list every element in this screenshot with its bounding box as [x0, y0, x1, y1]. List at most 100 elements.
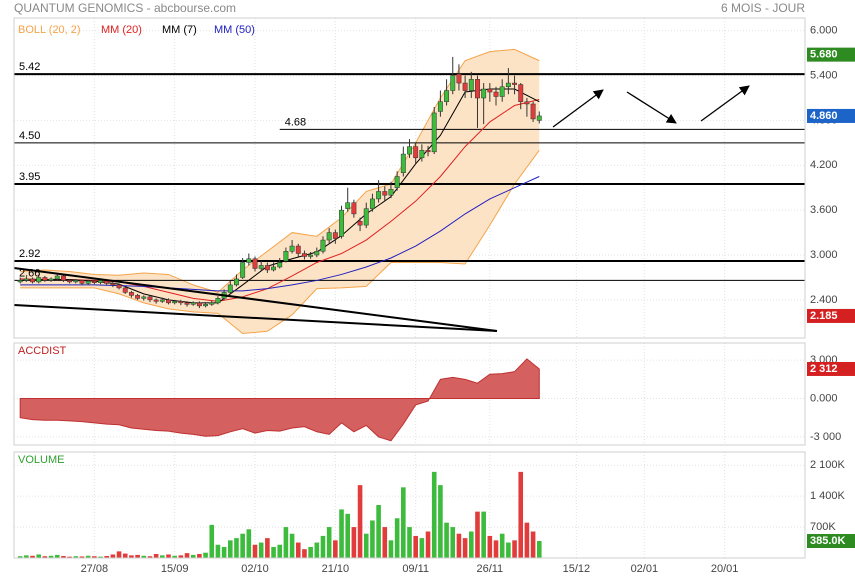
volume-bar: [401, 487, 406, 558]
volume-bar: [141, 555, 147, 558]
candle-body: [431, 112, 437, 153]
accdist-area: [19, 358, 540, 442]
level-label: 2.66: [19, 267, 40, 279]
candle-body: [283, 251, 289, 262]
accdist-frame: [13, 342, 806, 446]
candle-body: [505, 82, 511, 88]
candle-body: [73, 280, 79, 283]
volume-bar: [42, 556, 48, 558]
candle-body: [110, 283, 116, 286]
volume-bar: [481, 511, 486, 558]
volume-bar: [61, 556, 66, 558]
candle-body: [252, 258, 258, 269]
volume-bar: [506, 542, 511, 558]
volume-bar: [265, 538, 270, 558]
candle-body: [122, 287, 128, 293]
y-tick-label: 2 100K: [810, 459, 846, 471]
level-label: 4.50: [19, 130, 40, 142]
candle-body: [30, 278, 35, 283]
volume-bar: [468, 531, 474, 558]
y-tick-label: 700K: [810, 521, 836, 533]
volume-bar: [536, 540, 542, 558]
candle-body: [468, 79, 474, 91]
candle-body: [190, 302, 196, 305]
candle-body: [246, 258, 252, 263]
volume-bar: [388, 540, 394, 558]
candle-body: [172, 301, 178, 304]
volume-bar: [153, 554, 159, 558]
volume-bar: [382, 527, 388, 558]
candle-body: [98, 280, 103, 283]
candle-body: [357, 221, 363, 226]
volume-bar: [246, 529, 252, 558]
y-tick-label: 2.400: [810, 294, 838, 306]
legend-entry: MM (20): [101, 24, 142, 36]
value-box-label: 2.185: [810, 310, 838, 322]
level-label: 2.92: [19, 248, 40, 260]
volume-bar: [252, 544, 258, 558]
candle-body: [388, 188, 394, 196]
volume-bar: [444, 522, 449, 558]
volume-bar: [240, 533, 245, 558]
x-tick-label: 15/12: [563, 563, 591, 575]
candle-body: [530, 103, 536, 120]
volume-bar: [271, 546, 276, 558]
arrow: [700, 85, 750, 122]
volume-bar: [129, 555, 134, 558]
volume-bar: [209, 524, 215, 558]
candle-body: [382, 191, 388, 196]
volume-bar: [178, 555, 184, 558]
x-tick-label: 27/08: [81, 563, 109, 575]
volume-bar: [283, 527, 289, 558]
candle-body: [128, 292, 134, 296]
volume-bar: [326, 527, 332, 558]
volume-bar: [357, 485, 363, 558]
candle-body: [394, 176, 400, 188]
candle-body: [320, 239, 326, 252]
trend-lines: [13, 85, 750, 332]
y-tick-label: -3 000: [810, 431, 841, 443]
volume-bar: [289, 533, 295, 558]
volume-bar: [431, 471, 437, 558]
candle-body: [91, 280, 97, 283]
volume-bar: [110, 554, 116, 558]
candle-body: [42, 277, 48, 281]
volume-bar: [147, 556, 153, 558]
candle-body: [326, 232, 332, 241]
volume-bar: [333, 540, 338, 558]
volume-bar: [98, 556, 103, 558]
legend-entry: MM (7): [162, 24, 197, 36]
volume-bar: [122, 553, 128, 558]
candle-body: [23, 278, 29, 281]
candle-body: [184, 302, 190, 305]
candle-body: [481, 88, 487, 99]
volume-bar: [339, 509, 344, 558]
volume-bar: [456, 533, 462, 558]
candle-body: [425, 150, 431, 153]
value-box: [807, 361, 855, 376]
candle-body: [271, 266, 276, 271]
volume-bar: [184, 553, 190, 558]
candle-body: [116, 284, 122, 289]
x-tick-label: 21/10: [322, 563, 350, 575]
candle-body: [345, 202, 351, 209]
volume-bar: [308, 546, 313, 558]
y-tick-label: 3.600: [810, 204, 838, 216]
volume-bar: [160, 555, 165, 558]
candle-body: [178, 301, 184, 304]
candle-body: [524, 101, 530, 105]
candle-body: [450, 75, 456, 91]
value-box-label: 2 312: [810, 363, 838, 375]
volume-bar: [92, 556, 97, 558]
candle-body: [369, 198, 375, 209]
volume-bar: [499, 533, 505, 558]
level-label: 3.95: [19, 171, 40, 183]
volume-bar: [530, 531, 536, 558]
panel-title: VOLUME: [18, 454, 64, 466]
volume-bar: [345, 513, 351, 558]
volume-bar: [302, 549, 307, 558]
volume-bar: [221, 546, 227, 558]
arrow: [626, 91, 677, 124]
candle-body: [277, 262, 283, 268]
value-box-label: 5.680: [810, 49, 838, 61]
